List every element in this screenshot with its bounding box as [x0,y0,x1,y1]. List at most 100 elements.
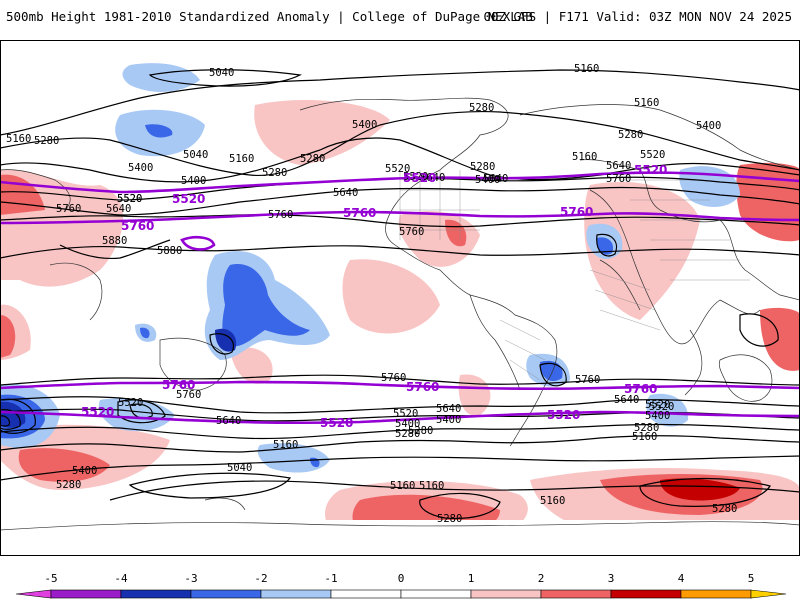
colorbar-bin [750,589,787,599]
political-borders [399,170,750,381]
colorbar-bin [190,589,262,599]
contour-label: 5880 [102,235,127,247]
contour-label: 5760 [176,389,201,401]
contour-label: 5160 [6,133,31,145]
negative-anomaly-shading [0,63,740,473]
contour-label: 5640 [483,173,508,185]
highlight-label: 5520 [403,171,436,185]
highlight-labels: 5520 5520 5520 5760 5760 5760 5760 5760 … [81,163,667,430]
height-contours [0,69,800,520]
contour-5880-north [0,245,800,259]
colorbar-bin [260,589,332,599]
contour-closed-low-na [596,233,618,257]
contour-label: 5280 [712,503,737,515]
contour-5760-north [0,214,800,228]
contour-label: 5640 [614,394,639,406]
colorbar-bin [120,589,192,599]
colorbar-bin [540,589,612,599]
highlight-5760-north [0,210,800,225]
colorbar-tick-label: -2 [254,572,268,585]
colorbar-tick-label: 4 [677,572,685,585]
colorbar-tick-label: 5 [747,572,755,585]
contour-label: 5520 [117,193,142,205]
colorbar-tick-label: -5 [44,572,58,585]
contour-label: 5280 [437,513,462,525]
contour-label: 5400 [696,120,721,132]
contour-label: 5400 [645,410,670,422]
title-bar: 500mb Height 1981-2010 Standardized Anom… [0,0,800,36]
contour-closed-low-sw-inner2 [0,415,11,427]
colorbar-graphic [15,589,787,599]
contour-label: 5160 [229,153,254,165]
contour-label: 5400 [181,175,206,187]
contour-label: 5520 [385,163,410,175]
contour-label: 5280 [56,479,81,491]
contour-label: 5520 [118,397,143,409]
highlight-label: 5520 [547,408,580,422]
highlight-label: 5760 [343,206,376,220]
contour-label: 5160 [634,97,659,109]
highlight-contours [0,171,800,425]
colorbar-bin [400,589,472,599]
contour-label: 5160 [419,480,444,492]
contour-label: 5760 [268,209,293,221]
highlight-5760-south [0,380,800,391]
contour-label: 5400 [436,414,461,426]
contour-label: 5640 [436,403,461,415]
contour-5280-antarctic-east [639,477,771,507]
colorbar-bin [680,589,752,599]
highlight-label: 5760 [162,378,195,392]
contour-closed-low-aus [209,333,234,355]
contour-label: 5160 [390,480,415,492]
contour-label: 5760 [399,226,424,238]
colorbar: -5 -4 -3 -2 -1 0 1 2 3 4 5 [0,568,800,600]
highlight-label: 5520 [634,163,667,177]
contour-label: 5280 [34,135,59,147]
highlight-label: 5520 [81,405,114,419]
contour-closed-low-sw-inner [0,409,21,430]
contour-5040-south [128,472,292,499]
contour-closed-low-sw [0,398,36,434]
highlight-label: 5520 [320,416,353,430]
colorbar-tick-label: 2 [537,572,545,585]
contour-label: 5160 [632,431,657,443]
contour-label: 5280 [262,167,287,179]
highlight-label: 5760 [406,380,439,394]
contour-label: 5280 [408,425,433,437]
contour-label: 5160 [572,151,597,163]
contour-5640-south [0,396,800,414]
contour-label: 5400 [72,465,97,477]
contour-label: 5400 [475,174,500,186]
highlight-label: 5760 [624,382,657,396]
contour-label: 5640 [606,160,631,172]
contour-5400-north [0,137,800,183]
contour-label: 5280 [395,428,420,440]
highlight-label: 5760 [560,205,593,219]
contour-label: 5400 [128,162,153,174]
highlight-5520-south [0,410,800,425]
anomaly-map: 5040 5160 5160 5160 5280 5400 5040 5160 … [0,40,800,556]
colorbar-bin [470,589,542,599]
contour-label: 5160 [540,495,565,507]
contour-label: 5520 [117,193,142,205]
contour-closed-pac [117,399,166,424]
colorbar-bin [50,589,122,599]
contour-label: 5640 [333,187,358,199]
colorbar-bin [15,589,52,599]
contour-label: 5280 [618,129,643,141]
contour-5880-southasia [59,239,171,260]
contour-label: 5640 [216,415,241,427]
contour-label: 5160 [273,439,298,451]
contour-closed-east-au [739,313,779,347]
highlight-label: 5520 [172,192,205,206]
highlight-5520-north [0,171,800,194]
colorbar-tick-label: 3 [607,572,615,585]
colorbar-bin [610,589,682,599]
colorbar-tick-label: 1 [467,572,475,585]
contour-label: 5880 [157,245,182,257]
contour-label: 5520 [393,408,418,420]
contour-5160-north [0,69,800,136]
contour-5760-south [0,374,800,386]
contour-label: 5760 [606,173,631,185]
contour-5280-south [0,435,800,453]
